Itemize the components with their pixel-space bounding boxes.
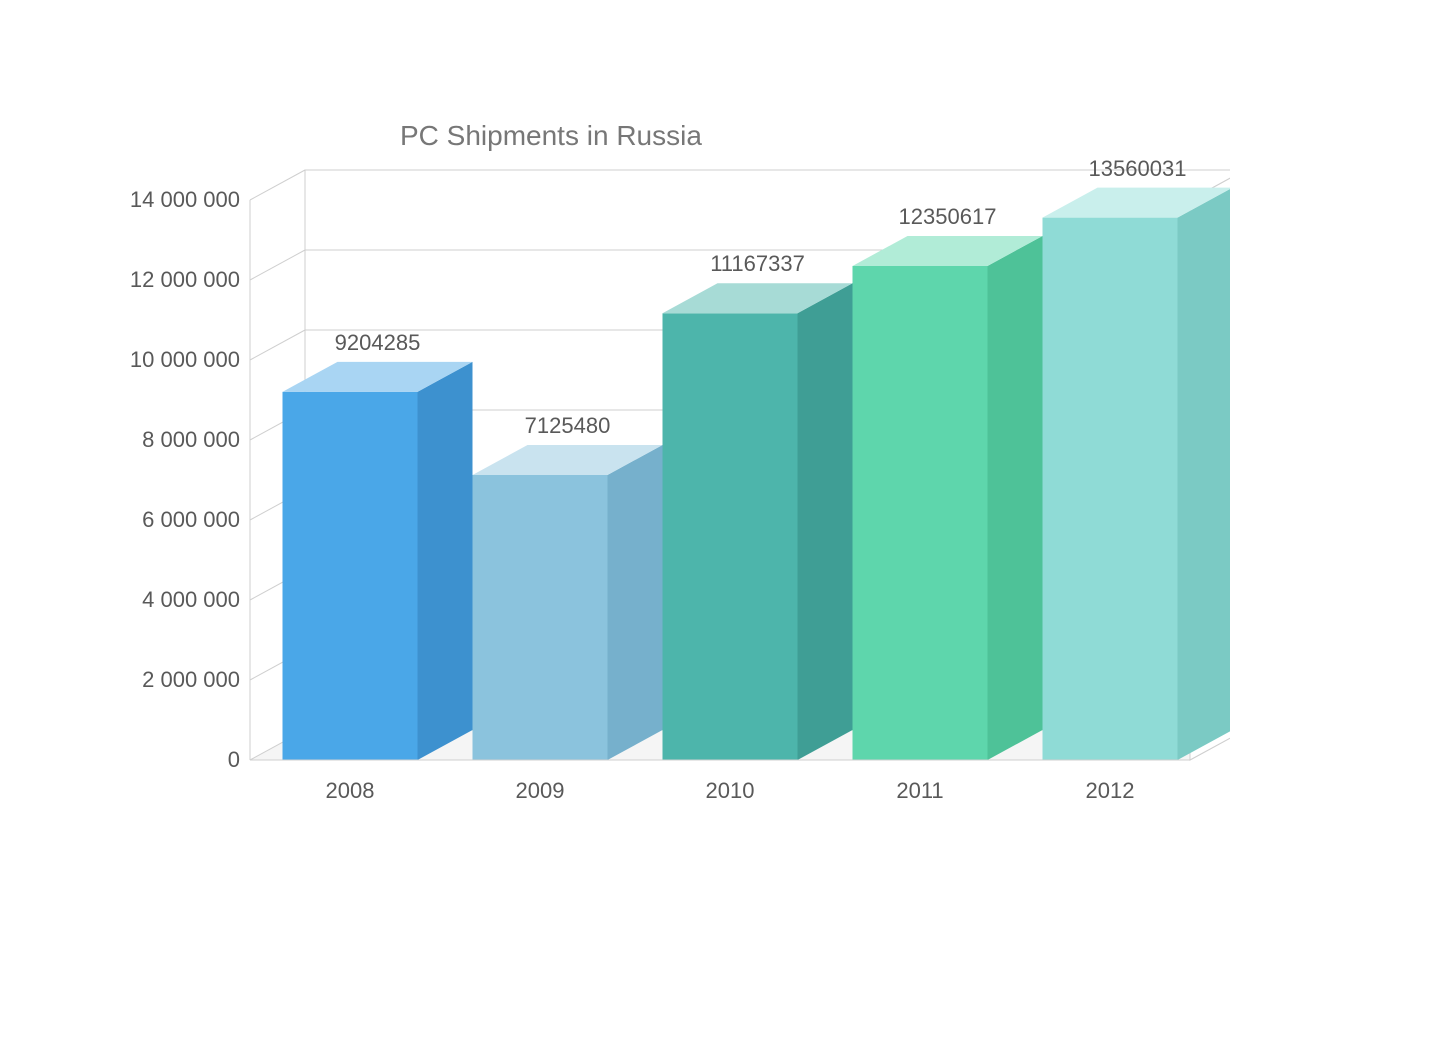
y-axis-label: 0 xyxy=(100,747,240,773)
x-axis-label: 2012 xyxy=(1050,778,1170,804)
bar-value-label: 9204285 xyxy=(298,330,458,356)
x-axis-label: 2009 xyxy=(480,778,600,804)
chart-svg xyxy=(170,120,1230,820)
bar-value-label: 13560031 xyxy=(1058,156,1218,182)
y-axis-label: 2 000 000 xyxy=(100,667,240,693)
x-axis-label: 2010 xyxy=(670,778,790,804)
bar-value-label: 12350617 xyxy=(868,204,1028,230)
x-axis-label: 2011 xyxy=(860,778,980,804)
chart-container: PC Shipments in Russia 02 000 0004 000 0… xyxy=(0,0,1448,1044)
x-axis-label: 2008 xyxy=(290,778,410,804)
y-axis-label: 10 000 000 xyxy=(100,347,240,373)
y-axis-label: 8 000 000 xyxy=(100,427,240,453)
y-axis-label: 6 000 000 xyxy=(100,507,240,533)
bar-value-label: 7125480 xyxy=(488,413,648,439)
bar-value-label: 11167337 xyxy=(678,251,838,277)
y-axis-label: 4 000 000 xyxy=(100,587,240,613)
y-axis-label: 14 000 000 xyxy=(100,187,240,213)
y-axis-label: 12 000 000 xyxy=(100,267,240,293)
